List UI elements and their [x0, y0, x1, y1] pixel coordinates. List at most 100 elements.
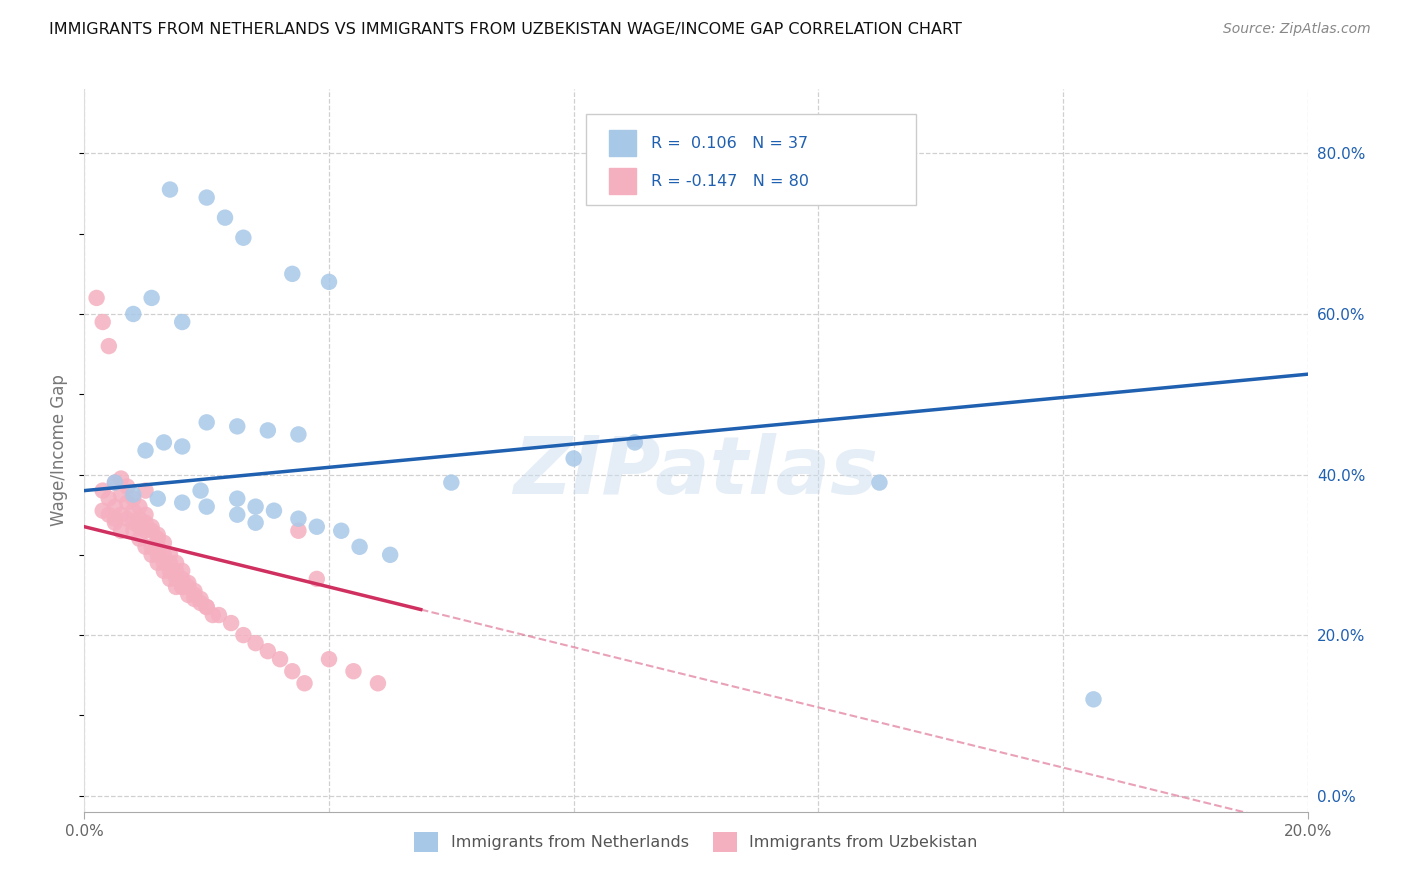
Point — [153, 564, 176, 578]
Point — [165, 572, 187, 586]
Point — [91, 503, 114, 517]
Point — [177, 576, 200, 591]
Point — [115, 495, 138, 509]
Point — [141, 519, 163, 533]
Point — [146, 556, 169, 570]
Point — [91, 315, 114, 329]
Point — [305, 519, 328, 533]
Point — [122, 491, 145, 506]
Point — [380, 548, 402, 562]
Text: ZIPatlas: ZIPatlas — [513, 434, 879, 511]
Bar — [609, 169, 636, 194]
Point — [195, 415, 218, 429]
Point — [287, 511, 309, 525]
Point — [562, 451, 585, 466]
Point — [172, 315, 194, 329]
Point — [330, 524, 353, 538]
Point — [141, 291, 163, 305]
Point — [1083, 692, 1105, 706]
Point — [177, 588, 200, 602]
Point — [165, 556, 187, 570]
Point — [219, 615, 242, 630]
Point — [146, 527, 169, 541]
Point — [172, 495, 194, 509]
Legend: Immigrants from Netherlands, Immigrants from Uzbekistan: Immigrants from Netherlands, Immigrants … — [408, 826, 984, 858]
Point — [349, 540, 371, 554]
Point — [214, 211, 236, 225]
Point — [97, 491, 120, 506]
Point — [195, 599, 218, 614]
Point — [104, 500, 127, 514]
Point — [294, 676, 316, 690]
Point — [159, 572, 181, 586]
Point — [172, 580, 194, 594]
Point — [146, 491, 169, 506]
Point — [305, 572, 328, 586]
Point — [177, 580, 200, 594]
Point — [159, 556, 181, 570]
Point — [183, 588, 205, 602]
Point — [257, 423, 280, 437]
Point — [172, 572, 194, 586]
Point — [141, 548, 163, 562]
Point — [110, 487, 132, 501]
Point — [172, 439, 194, 453]
Point — [110, 508, 132, 522]
Point — [115, 479, 138, 493]
Point — [104, 475, 127, 490]
Point — [122, 516, 145, 530]
Point — [141, 524, 163, 538]
Point — [195, 500, 218, 514]
Point — [190, 483, 212, 498]
Point — [135, 483, 157, 498]
Point — [232, 628, 254, 642]
Point — [269, 652, 291, 666]
Point — [367, 676, 389, 690]
Point — [110, 471, 132, 485]
Point — [190, 592, 212, 607]
Point — [110, 524, 132, 538]
Point — [141, 540, 163, 554]
Point — [281, 267, 304, 281]
Point — [281, 664, 304, 678]
Point — [183, 583, 205, 598]
Point — [257, 644, 280, 658]
Point — [165, 580, 187, 594]
Point — [128, 511, 150, 525]
Point — [135, 524, 157, 538]
Point — [135, 443, 157, 458]
Point — [91, 483, 114, 498]
Point — [159, 564, 181, 578]
Point — [165, 564, 187, 578]
Point — [624, 435, 647, 450]
Point — [245, 516, 267, 530]
Point — [869, 475, 891, 490]
Point — [104, 516, 127, 530]
Y-axis label: Wage/Income Gap: Wage/Income Gap — [51, 375, 69, 526]
Point — [172, 580, 194, 594]
Point — [172, 564, 194, 578]
Point — [122, 524, 145, 538]
Point — [195, 599, 218, 614]
Point — [159, 182, 181, 196]
Point — [153, 435, 176, 450]
Point — [128, 532, 150, 546]
Point — [146, 532, 169, 546]
Point — [263, 503, 285, 517]
Point — [122, 503, 145, 517]
Point — [226, 508, 249, 522]
Text: R = -0.147   N = 80: R = -0.147 N = 80 — [651, 174, 808, 189]
Point — [318, 275, 340, 289]
Point — [97, 508, 120, 522]
Point — [159, 548, 181, 562]
Point — [287, 427, 309, 442]
Point — [440, 475, 463, 490]
Point — [190, 596, 212, 610]
Point — [128, 500, 150, 514]
Point — [135, 540, 157, 554]
Point — [318, 652, 340, 666]
Point — [232, 230, 254, 244]
Point — [135, 508, 157, 522]
Point — [195, 190, 218, 204]
Point — [146, 540, 169, 554]
